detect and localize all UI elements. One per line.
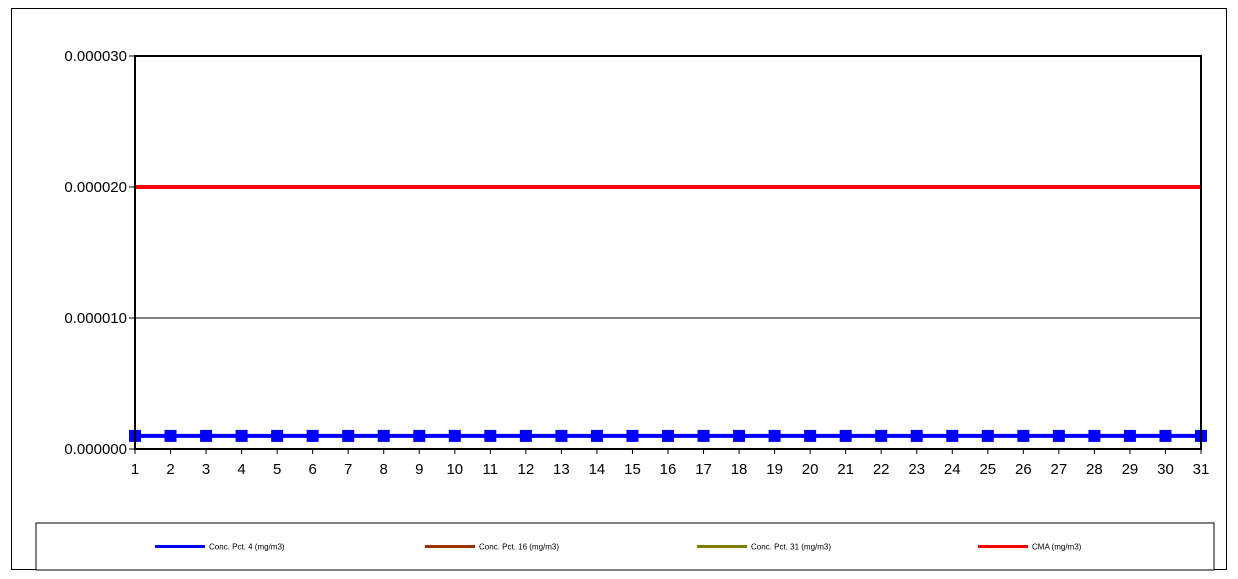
- data-point: [448, 429, 461, 442]
- data-point: [697, 429, 710, 442]
- data-point: [342, 429, 355, 442]
- x-tick-label: 23: [908, 461, 925, 478]
- y-tick-label: 0.000020: [64, 179, 127, 196]
- data-point: [590, 429, 603, 442]
- x-tick-label: 10: [446, 461, 463, 478]
- data-point: [910, 429, 923, 442]
- x-tick-label: 14: [589, 461, 606, 478]
- x-tick-label: 19: [766, 461, 783, 478]
- series-layer: [129, 185, 1207, 442]
- x-tick-label: 15: [624, 461, 641, 478]
- legend-label: Conc. Pct. 31 (mg/m3): [751, 543, 831, 552]
- grid-lines: [135, 55, 1201, 450]
- data-point: [626, 429, 639, 442]
- legend-marker: [448, 545, 451, 548]
- data-point: [1088, 429, 1101, 442]
- x-tick-label: 12: [518, 461, 535, 478]
- data-point: [519, 429, 532, 442]
- data-point: [733, 429, 746, 442]
- x-tick-label: 5: [273, 461, 281, 478]
- data-point: [200, 429, 213, 442]
- x-tick-label: 29: [1122, 461, 1139, 478]
- y-tick-label: 0.000000: [64, 441, 127, 458]
- chart-frame: [11, 8, 1227, 570]
- x-tick-label: 25: [979, 461, 996, 478]
- data-point: [1017, 429, 1030, 442]
- data-point: [946, 429, 959, 442]
- y-tick-label: 0.000010: [64, 310, 127, 327]
- x-tick-label: 21: [837, 461, 854, 478]
- x-tick-label: 13: [553, 461, 570, 478]
- data-point: [306, 429, 319, 442]
- x-tick-label: 30: [1157, 461, 1174, 478]
- data-point: [484, 429, 497, 442]
- data-point: [981, 429, 994, 442]
- data-point: [413, 429, 426, 442]
- data-point: [164, 429, 177, 442]
- legend-marker: [720, 545, 723, 548]
- x-tick-label: 2: [166, 461, 174, 478]
- x-tick-label: 9: [415, 461, 423, 478]
- x-tick-label: 4: [237, 461, 245, 478]
- legend-label: CMA (mg/m3): [1032, 543, 1082, 552]
- legend-label: Conc. Pct. 4 (mg/m3): [209, 543, 285, 552]
- x-tick-label: 28: [1086, 461, 1103, 478]
- data-point: [768, 429, 781, 442]
- x-tick-label: 24: [944, 461, 961, 478]
- legend-marker: [1001, 545, 1004, 548]
- x-tick-label: 16: [660, 461, 677, 478]
- y-tick-label: 0.000030: [64, 48, 127, 65]
- plot-area: [134, 55, 1202, 450]
- x-tick-label: 6: [308, 461, 316, 478]
- x-tick-label: 17: [695, 461, 712, 478]
- x-tick-label: 22: [873, 461, 890, 478]
- legend-marker: [178, 545, 181, 548]
- legend: Conc. Pct. 4 (mg/m3) Conc. Pct. 16 (mg/m3…: [35, 522, 1215, 571]
- x-tick-label: 31: [1193, 461, 1210, 478]
- data-point: [804, 429, 817, 442]
- x-tick-label: 26: [1015, 461, 1032, 478]
- data-point: [377, 429, 390, 442]
- data-point: [1123, 429, 1136, 442]
- x-tick-label: 27: [1051, 461, 1068, 478]
- data-point: [1052, 429, 1065, 442]
- y-axis-ticks: 0.000000 0.000010 0.000020 0.000030: [64, 48, 135, 458]
- x-tick-label: 8: [380, 461, 388, 478]
- x-tick-label: 1: [131, 461, 139, 478]
- data-point: [235, 429, 248, 442]
- x-tick-label: 3: [202, 461, 210, 478]
- data-point: [875, 429, 888, 442]
- data-point: [1159, 429, 1172, 442]
- legend-label: Conc. Pct. 16 (mg/m3): [479, 543, 559, 552]
- x-tick-label: 7: [344, 461, 352, 478]
- data-point: [839, 429, 852, 442]
- x-tick-label: 18: [731, 461, 748, 478]
- x-tick-label: 11: [483, 461, 499, 478]
- data-point: [555, 429, 568, 442]
- x-tick-label: 20: [802, 461, 819, 478]
- data-point: [662, 429, 674, 442]
- data-point: [271, 429, 284, 442]
- x-axis-ticks: 1 2 3 4 5 6 7 8 9 10 11 12 13 14 15 16 17 18 19 20 21 22 23 24 2…: [131, 449, 1210, 478]
